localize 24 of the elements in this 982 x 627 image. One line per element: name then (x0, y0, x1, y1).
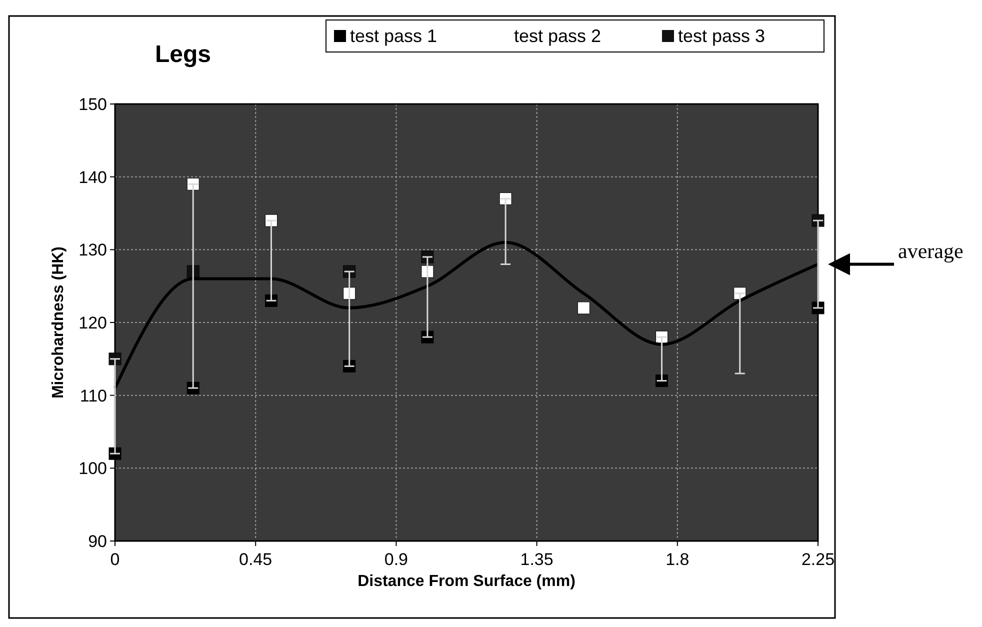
x-tick-label: 1.8 (666, 550, 690, 569)
y-tick-label: 100 (78, 459, 107, 478)
legend-label: test pass 3 (678, 26, 766, 46)
point (108, 352, 122, 366)
x-axis-title: Distance From Surface (mm) (358, 573, 576, 590)
y-tick-label: 130 (78, 240, 107, 260)
y-tick-label: 140 (78, 168, 107, 187)
legend-label: test pass 1 (350, 26, 438, 46)
x-tick-label: 1.35 (520, 550, 554, 569)
y-tick-label: 120 (78, 313, 107, 332)
x-tick-label: 0.9 (384, 550, 408, 569)
line-series (114, 240, 820, 390)
y-tick-label: 150 (78, 94, 107, 114)
y-tick-label: 110 (80, 386, 107, 406)
y-axis-title: Microhardness (HK) (50, 246, 67, 399)
point (577, 302, 590, 314)
point (108, 447, 122, 460)
text: average (898, 239, 964, 264)
x-tick-label: 2.25 (801, 550, 835, 569)
x-tick-label: 0 (110, 550, 120, 569)
x-tick-label: 0.45 (239, 550, 272, 569)
y-tick-label: 90 (88, 532, 107, 551)
text: test pass 2 (514, 26, 602, 46)
chart-title: Legs (154, 41, 212, 68)
